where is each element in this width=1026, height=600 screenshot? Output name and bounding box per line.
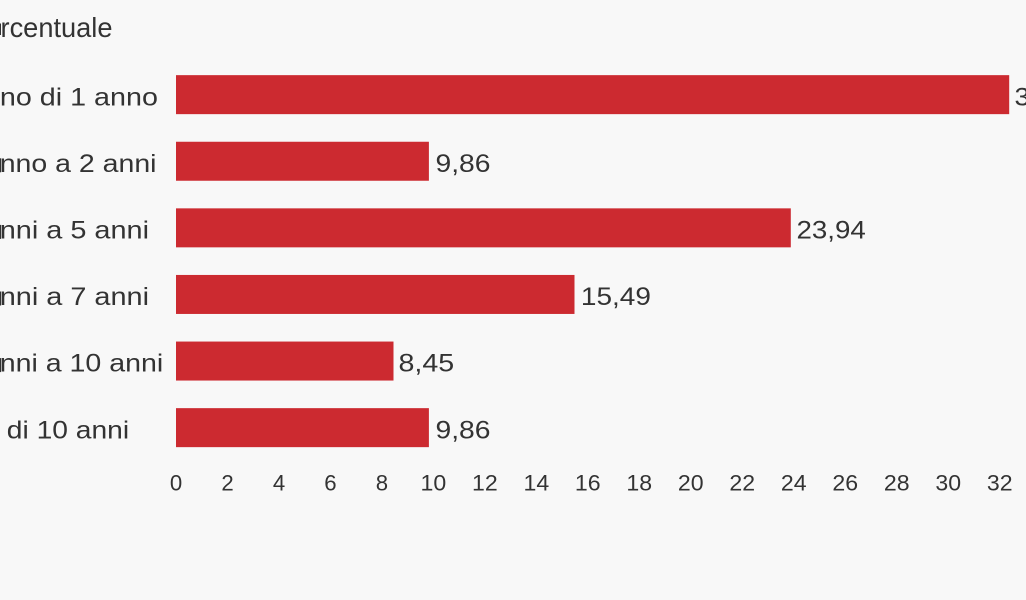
svg-text:nni a 7 anni: nni a 7 anni [0,283,149,311]
svg-text:26: 26 [832,471,858,496]
svg-text:no di 1 anno: no di 1 anno [0,83,158,111]
svg-text:nni a 10 anni: nni a 10 anni [0,350,163,378]
svg-text:30: 30 [935,471,961,496]
svg-text:rcentuale: rcentuale [1,12,113,43]
svg-text:0: 0 [170,471,182,496]
svg-text:15,49: 15,49 [581,283,651,311]
svg-text:6: 6 [324,471,336,496]
svg-text:23,94: 23,94 [797,217,866,245]
svg-text:32: 32 [987,471,1013,496]
svg-text:22: 22 [729,471,755,496]
svg-text:di 10 anni: di 10 anni [7,416,129,444]
svg-text:9,86: 9,86 [436,416,491,444]
svg-text:nno a 2 anni: nno a 2 anni [0,150,157,178]
svg-text:9,86: 9,86 [436,150,491,178]
svg-text:8: 8 [376,471,388,496]
svg-text:10: 10 [421,471,447,496]
svg-text:4: 4 [273,471,285,496]
svg-text:28: 28 [884,471,910,496]
svg-text:8,45: 8,45 [399,350,455,378]
svg-text:16: 16 [575,471,601,496]
svg-text:2: 2 [221,471,233,496]
svg-text:18: 18 [626,471,652,496]
svg-text:12: 12 [472,471,498,496]
svg-text:20: 20 [678,471,704,496]
svg-text:32,39: 32,39 [1015,83,1026,111]
svg-text:nni a 5 anni: nni a 5 anni [0,217,149,245]
svg-text:24: 24 [781,471,807,496]
svg-text:14: 14 [524,471,550,496]
